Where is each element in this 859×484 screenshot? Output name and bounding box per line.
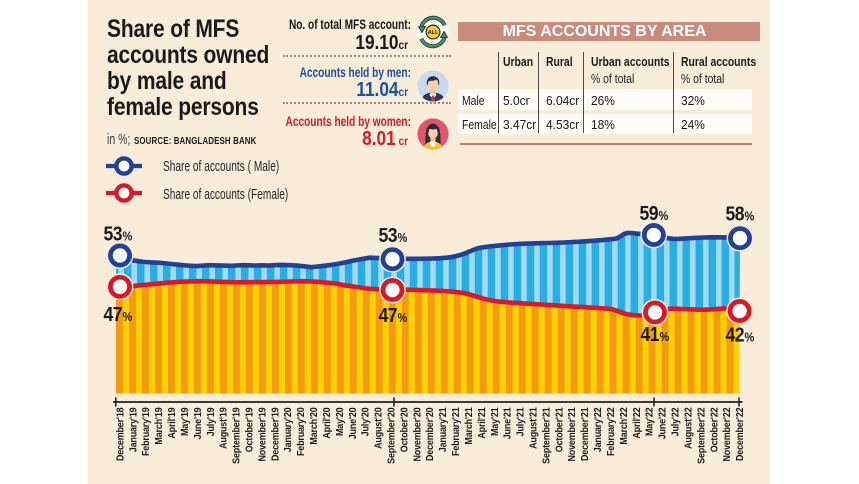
svg-text:September'19: September'19 — [231, 408, 243, 464]
svg-text:58%: 58% — [726, 203, 755, 226]
svg-text:February'21: February'21 — [451, 407, 463, 456]
svg-text:November'21: November'21 — [567, 407, 579, 462]
svg-text:August'22: August'22 — [683, 408, 695, 449]
svg-text:59%: 59% — [640, 203, 669, 226]
svg-text:January'21: January'21 — [438, 407, 450, 453]
svg-text:February'22: February'22 — [606, 408, 618, 457]
svg-text:September'21: September'21 — [541, 407, 553, 464]
svg-text:41%: 41% — [641, 324, 670, 347]
svg-text:November'19: November'19 — [257, 408, 269, 462]
svg-text:March'21: March'21 — [464, 407, 476, 445]
svg-text:May'19: May'19 — [179, 408, 191, 436]
svg-text:January'19: January'19 — [128, 408, 140, 453]
svg-text:October'22: October'22 — [709, 408, 721, 453]
svg-text:January'20: January'20 — [283, 408, 295, 453]
svg-text:August'20: August'20 — [373, 408, 385, 449]
svg-text:December'18: December'18 — [115, 407, 127, 461]
svg-text:April'22: April'22 — [631, 408, 643, 439]
svg-text:July'20: July'20 — [360, 408, 372, 437]
svg-text:53%: 53% — [104, 223, 133, 246]
svg-text:47%: 47% — [379, 305, 408, 328]
svg-text:February'19: February'19 — [141, 408, 153, 457]
svg-text:42%: 42% — [726, 324, 755, 347]
svg-text:September'22: September'22 — [696, 408, 708, 464]
svg-text:March'19: March'19 — [154, 408, 166, 445]
svg-text:June'22: June'22 — [657, 408, 669, 440]
svg-text:December'19: December'19 — [270, 408, 282, 462]
svg-text:47%: 47% — [104, 304, 133, 327]
svg-text:May'20: May'20 — [334, 408, 346, 436]
svg-text:March'22: March'22 — [618, 408, 630, 445]
svg-text:ALL: ALL — [428, 30, 439, 36]
svg-text:June'19: June'19 — [192, 408, 204, 440]
svg-text:August'19: August'19 — [218, 408, 230, 449]
svg-text:October'19: October'19 — [244, 408, 256, 453]
svg-text:October'20: October'20 — [399, 408, 411, 453]
svg-text:June'20: June'20 — [347, 408, 359, 440]
svg-text:February'20: February'20 — [296, 408, 308, 457]
svg-text:March'20: March'20 — [309, 408, 321, 445]
svg-text:53%: 53% — [379, 225, 408, 248]
svg-text:January'22: January'22 — [593, 408, 605, 453]
svg-text:April'21: April'21 — [476, 407, 488, 439]
svg-text:December'21: December'21 — [580, 407, 592, 461]
svg-text:August'21: August'21 — [528, 407, 540, 449]
svg-text:April'19: April'19 — [167, 408, 179, 439]
svg-text:December'20: December'20 — [425, 408, 437, 462]
svg-text:April'20: April'20 — [322, 408, 334, 439]
svg-text:December'22: December'22 — [735, 408, 747, 462]
svg-text:July'22: July'22 — [670, 408, 682, 437]
svg-text:November'22: November'22 — [722, 408, 734, 462]
svg-text:July'19: July'19 — [205, 408, 217, 437]
svg-text:July'21: July'21 — [515, 407, 527, 437]
svg-text:October'21: October'21 — [554, 407, 566, 453]
svg-text:June'21: June'21 — [502, 407, 514, 440]
svg-text:September'20: September'20 — [386, 408, 398, 464]
svg-text:May'22: May'22 — [644, 408, 656, 436]
svg-text:May'21: May'21 — [489, 407, 501, 436]
svg-text:November'20: November'20 — [412, 408, 424, 462]
